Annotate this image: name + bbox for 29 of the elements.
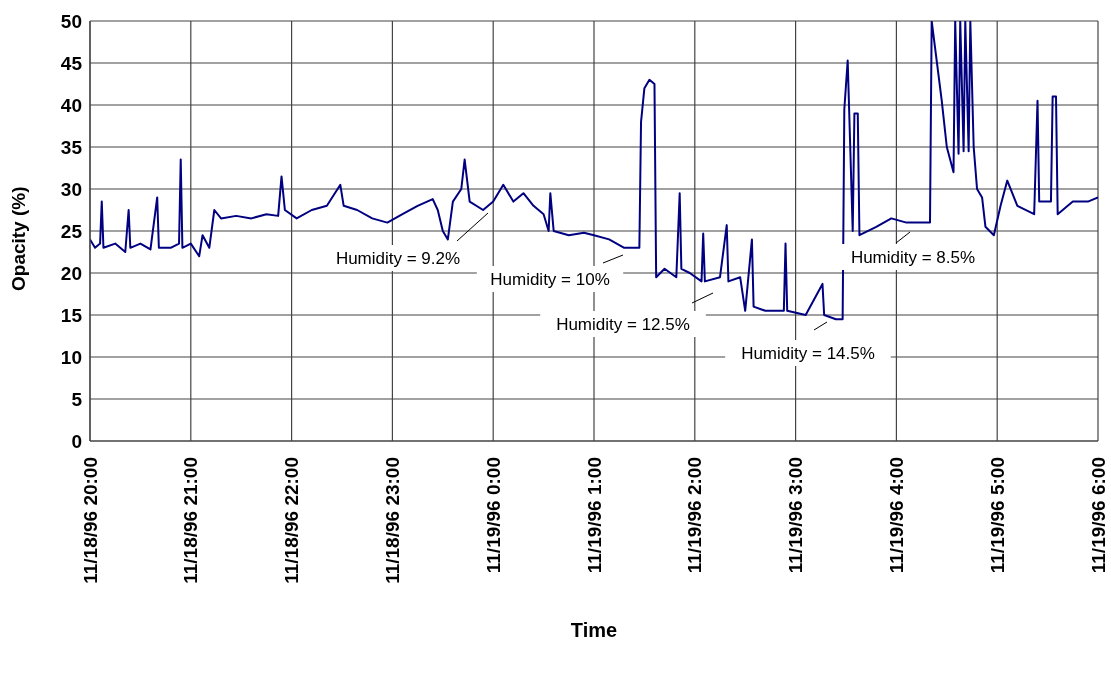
annotation: Humidity = 12.5%: [556, 314, 690, 334]
y-tick-label: 10: [60, 346, 82, 368]
x-tick-label: 11/19/96 4:00: [886, 457, 908, 574]
y-tick-label: 30: [60, 178, 82, 200]
y-tick-label: 15: [60, 304, 83, 326]
x-tick-label: 11/19/96 5:00: [986, 457, 1008, 574]
x-tick-label: 11/19/96 3:00: [785, 457, 807, 574]
y-tick-label: 40: [60, 94, 82, 116]
y-tick-label: 50: [60, 10, 82, 32]
y-tick-label: 5: [71, 388, 83, 410]
x-tick-label: 11/18/96 21:00: [180, 457, 202, 584]
y-tick-label: 35: [60, 136, 83, 158]
x-tick-label: 11/19/96 6:00: [1087, 457, 1109, 574]
x-tick-label: 11/19/96 0:00: [482, 457, 504, 574]
annotation: Humidity = 14.5%: [741, 343, 875, 363]
y-tick-label: 20: [60, 262, 82, 284]
x-tick-label: 11/19/96 1:00: [583, 457, 605, 574]
x-axis-title: Time: [570, 619, 618, 641]
x-tick-label: 11/19/96 2:00: [684, 457, 706, 574]
y-tick-label: 45: [60, 52, 83, 74]
annotation: Humidity = 10%: [490, 269, 610, 289]
x-tick-label: 11/18/96 20:00: [79, 457, 101, 584]
x-tick-label: 11/18/96 22:00: [281, 457, 303, 584]
x-tick-label: 11/18/96 23:00: [382, 457, 404, 584]
annotation: Humidity = 9.2%: [335, 248, 461, 268]
annotation: Humidity = 8.5%: [850, 247, 976, 267]
y-axis-title: Opacity (%): [7, 186, 29, 291]
y-tick-label: 0: [71, 430, 82, 452]
y-tick-label: 25: [60, 220, 83, 242]
